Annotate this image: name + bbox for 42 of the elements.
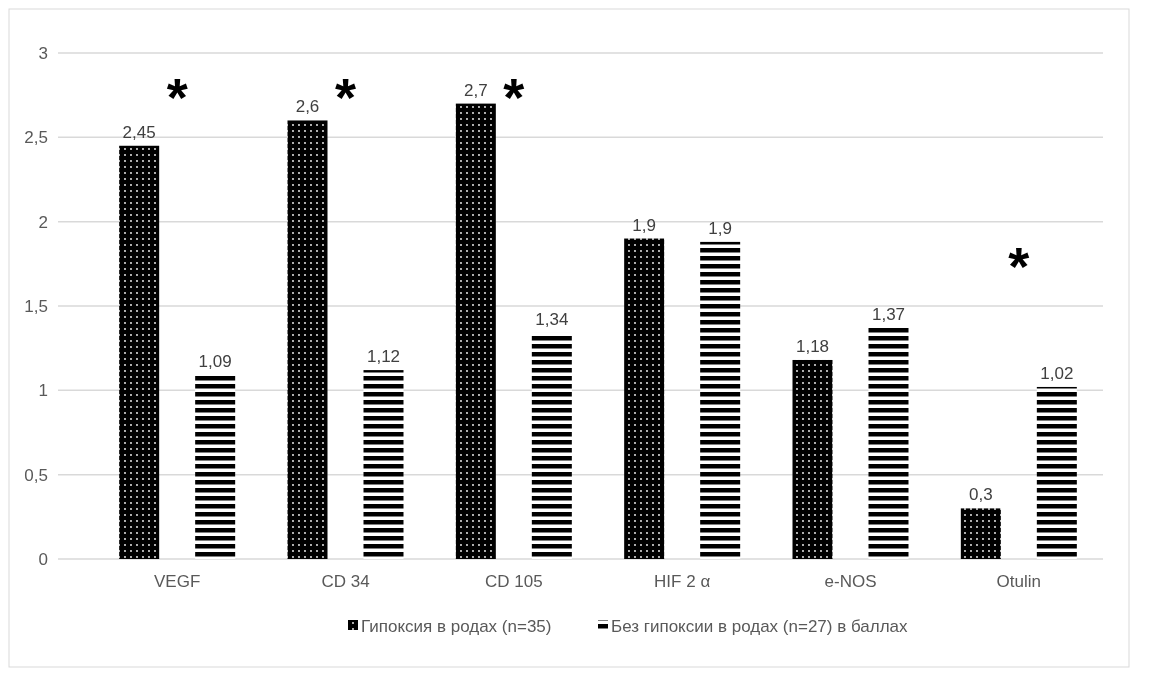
bar	[700, 241, 741, 559]
annotation: *	[503, 67, 525, 128]
y-tick-label: 0	[38, 549, 48, 569]
bar	[195, 375, 236, 559]
bar	[1036, 386, 1077, 559]
data-label: 1,12	[366, 347, 401, 367]
bar	[960, 508, 1001, 559]
y-tick-label: 0,5	[24, 465, 48, 485]
annotation: *	[1008, 235, 1030, 296]
x-tick-label: CD 105	[485, 572, 543, 591]
bar	[119, 145, 160, 559]
data-label: 1,34	[535, 309, 569, 329]
data-label: 1,9	[632, 215, 656, 235]
x-tick-label: VEGF	[154, 572, 201, 591]
x-tick-label: e-NOS	[824, 572, 877, 591]
y-tick-label: 2,5	[24, 128, 48, 148]
annotation: *	[334, 67, 357, 128]
x-tick-label: CD 34	[321, 572, 370, 591]
legend-label: Без гипоксии в родах (n=27) в баллах	[611, 616, 909, 636]
data-label: 2,6	[295, 97, 320, 117]
bar	[868, 327, 909, 559]
bar	[792, 359, 833, 559]
x-tick-label: Otulin	[996, 572, 1042, 591]
annotation: *	[166, 67, 188, 128]
data-label: 2,7	[464, 80, 488, 100]
data-label: 1,09	[198, 352, 232, 372]
bar	[624, 238, 665, 559]
data-label: 0,3	[969, 485, 993, 505]
bar	[455, 103, 496, 559]
data-label: 1,37	[871, 304, 906, 324]
bar	[287, 120, 328, 559]
y-tick-label: 3	[38, 43, 48, 63]
data-label: 1,9	[708, 218, 732, 238]
legend-label: Гипоксия в родах (n=35)	[361, 616, 552, 636]
y-tick-label: 1,5	[24, 296, 48, 316]
x-tick-label: HIF 2 α	[654, 572, 711, 591]
data-label: 1,02	[1040, 363, 1074, 383]
bar	[363, 370, 404, 559]
data-label: 2,45	[122, 122, 156, 142]
y-tick-label: 1	[38, 381, 48, 401]
y-tick-label: 2	[38, 212, 48, 232]
data-label: 1,18	[795, 336, 830, 356]
